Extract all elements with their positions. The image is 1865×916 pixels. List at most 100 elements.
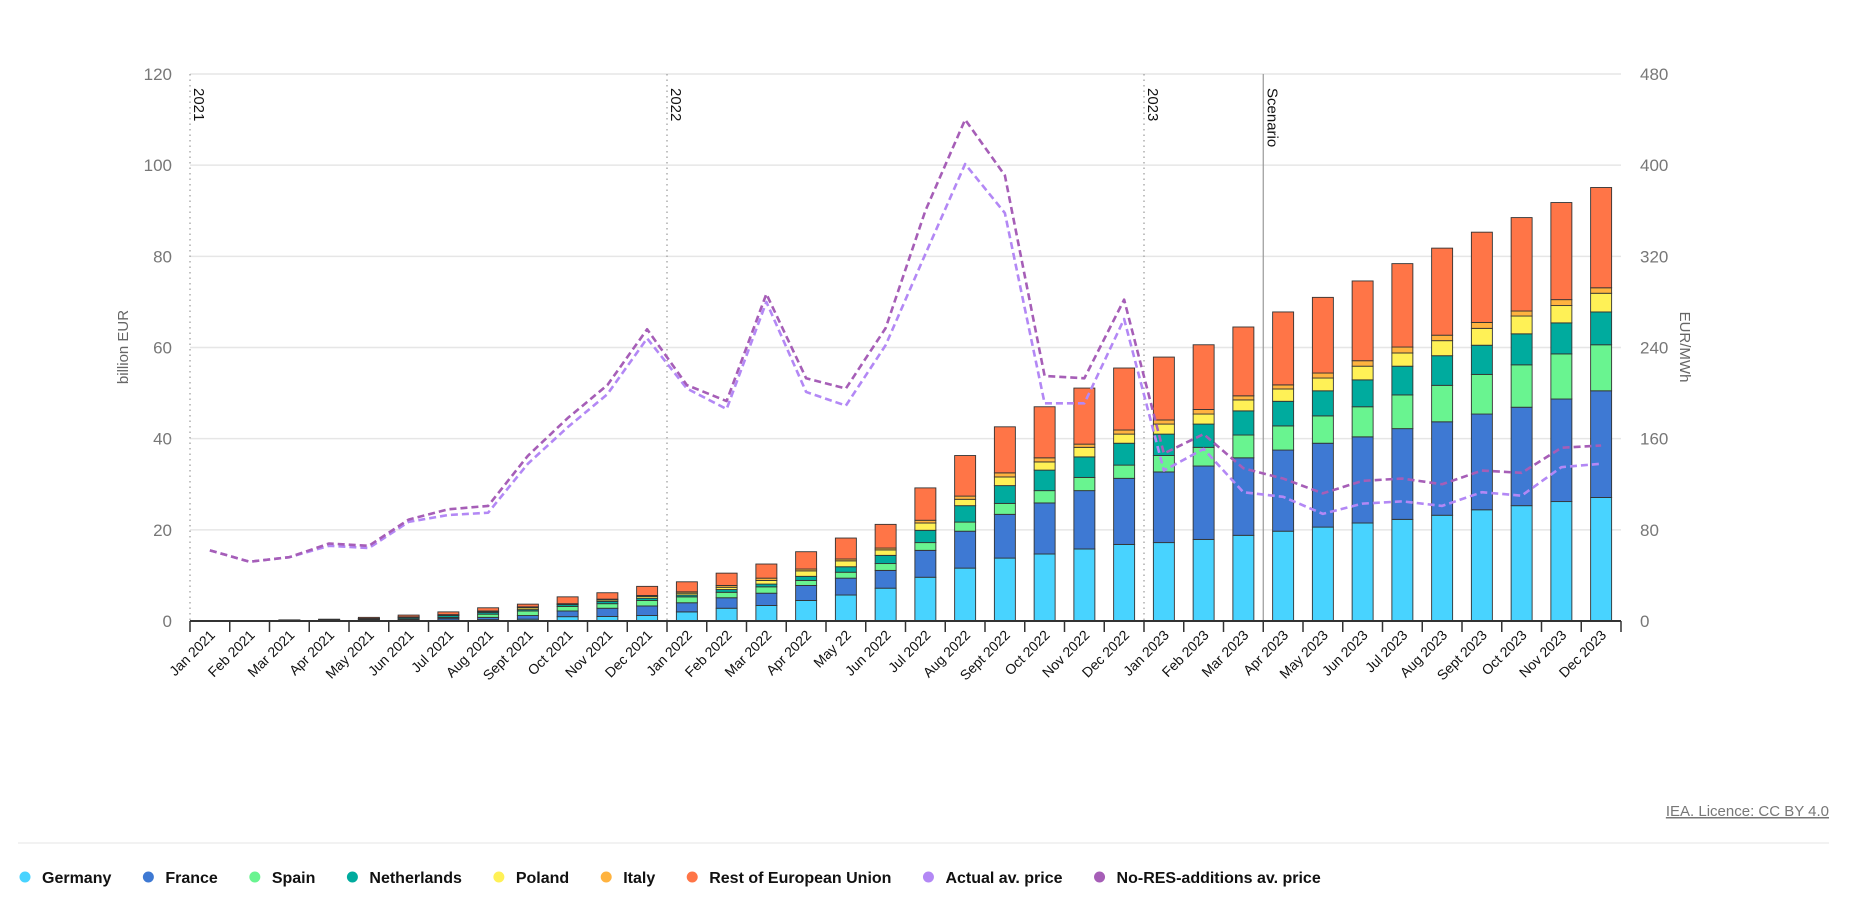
bar-poland — [1432, 341, 1453, 356]
bar-stack — [994, 427, 1015, 621]
bar-spain — [716, 592, 737, 597]
bar-netherlands — [1074, 457, 1095, 478]
legend-item[interactable]: Spain — [249, 870, 315, 887]
bar-rest-of-european-union — [1392, 264, 1413, 347]
bar-rest-of-european-union — [915, 488, 936, 520]
bar-netherlands — [955, 506, 976, 522]
bar-france — [597, 608, 618, 616]
bar-spain — [1273, 426, 1294, 450]
annotation-label: 2022 — [667, 88, 684, 121]
bar-stack — [1193, 345, 1214, 621]
legend-item[interactable]: Actual av. price — [923, 870, 1063, 887]
legend-item[interactable]: Netherlands — [347, 870, 462, 887]
bar-france — [676, 603, 697, 612]
bar-netherlands — [1591, 312, 1612, 345]
bar-rest-of-european-union — [1273, 312, 1294, 385]
bar-spain — [994, 503, 1015, 514]
y-tick-label-right: 0 — [1640, 612, 1649, 631]
bar-poland — [1074, 447, 1095, 457]
bar-rest-of-european-union — [676, 582, 697, 592]
bar-italy — [1392, 347, 1413, 353]
bar-france — [1114, 478, 1135, 544]
licence-link[interactable]: IEA. Licence: CC BY 4.0 — [1666, 803, 1829, 820]
bar-stack — [915, 488, 936, 621]
bar-spain — [1034, 491, 1055, 503]
bar-poland — [1392, 353, 1413, 366]
bar-france — [637, 606, 658, 616]
bar-france — [875, 570, 896, 588]
bar-germany — [835, 595, 856, 621]
bar-france — [517, 616, 538, 620]
bar-france — [716, 598, 737, 608]
legend-label: Poland — [516, 870, 569, 887]
bar-italy — [1114, 430, 1135, 434]
bar-spain — [676, 597, 697, 603]
bar-netherlands — [1273, 401, 1294, 426]
bar-poland — [994, 477, 1015, 486]
bar-netherlands — [1193, 424, 1214, 447]
legend-item[interactable]: Rest of European Union — [687, 870, 892, 887]
bar-germany — [994, 558, 1015, 621]
bar-rest-of-european-union — [1034, 407, 1055, 458]
bar-spain — [1471, 374, 1492, 414]
bar-italy — [1511, 311, 1532, 316]
bar-rest-of-european-union — [1074, 388, 1095, 444]
bar-rest-of-european-union — [319, 619, 340, 620]
bar-france — [1074, 491, 1095, 549]
bar-germany — [875, 588, 896, 621]
bar-poland — [1312, 378, 1333, 391]
legend-item[interactable]: Poland — [493, 870, 569, 887]
legend-item[interactable]: France — [143, 870, 218, 887]
bar-spain — [1352, 407, 1373, 437]
bar-italy — [1034, 458, 1055, 462]
bars — [239, 188, 1612, 622]
bar-germany — [915, 577, 936, 621]
legend-item[interactable]: Italy — [601, 870, 656, 887]
bar-germany — [1312, 527, 1333, 621]
bar-italy — [1551, 300, 1572, 306]
bar-rest-of-european-union — [597, 593, 618, 599]
y-tick-label-right: 80 — [1640, 521, 1659, 540]
bar-poland — [1551, 306, 1572, 323]
legend-item[interactable]: Germany — [20, 870, 112, 887]
bar-stack — [716, 573, 737, 621]
bar-rest-of-european-union — [955, 456, 976, 497]
bar-rest-of-european-union — [875, 524, 896, 548]
bar-rest-of-european-union — [716, 573, 737, 585]
bar-rest-of-european-union — [796, 552, 817, 569]
bar-germany — [1511, 506, 1532, 621]
bar-netherlands — [1034, 470, 1055, 491]
bar-rest-of-european-union — [1193, 345, 1214, 410]
bar-italy — [1233, 396, 1254, 400]
y-tick-label-right: 240 — [1640, 339, 1668, 358]
bar-france — [1551, 399, 1572, 502]
bar-italy — [1193, 409, 1214, 414]
bar-poland — [1352, 366, 1373, 380]
legend-swatch — [601, 872, 612, 883]
bar-stack — [438, 612, 459, 621]
bar-stack — [676, 582, 697, 621]
bar-france — [557, 611, 578, 617]
bar-rest-of-european-union — [835, 538, 856, 559]
bar-rest-of-european-union — [1153, 357, 1174, 420]
bar-stack — [796, 552, 817, 621]
bar-stack — [1551, 203, 1572, 621]
bar-stack — [1034, 407, 1055, 621]
bar-rest-of-european-union — [358, 617, 379, 618]
bar-germany — [1392, 519, 1413, 621]
bar-stack — [637, 586, 658, 621]
annotation-label: 2023 — [1144, 88, 1161, 121]
legend-item[interactable]: No-RES-additions av. price — [1094, 870, 1321, 887]
bar-netherlands — [1114, 443, 1135, 465]
bar-poland — [1193, 414, 1214, 424]
bar-germany — [955, 568, 976, 621]
bar-rest-of-european-union — [1312, 297, 1333, 373]
y-tick-label-right: 480 — [1640, 65, 1668, 84]
bar-netherlands — [1392, 366, 1413, 395]
bar-stack — [517, 604, 538, 621]
legend-swatch — [493, 872, 504, 883]
bar-germany — [716, 608, 737, 621]
bar-stack — [1074, 388, 1095, 621]
bar-stack — [1511, 218, 1532, 621]
